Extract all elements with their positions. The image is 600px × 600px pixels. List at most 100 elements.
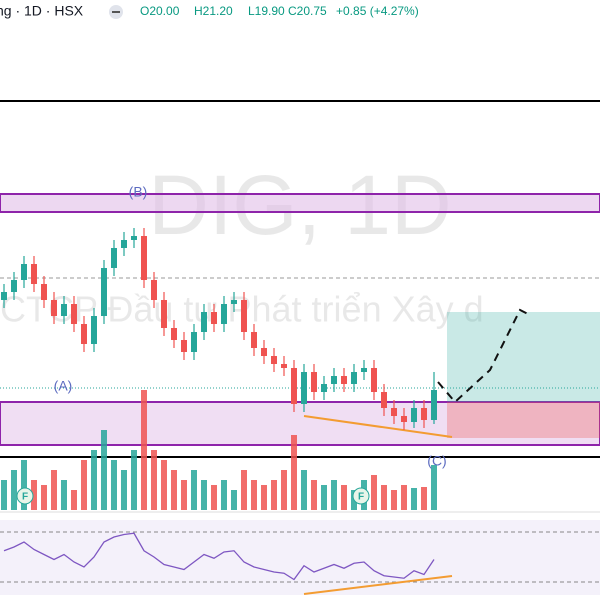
candle-body [361,368,367,372]
volume-bar [81,460,87,510]
candle-body [161,300,167,328]
volume-bar [231,490,237,510]
event-icon[interactable] [16,487,34,505]
candle-body [371,368,377,392]
volume-bar [311,480,317,510]
price-marks [1,228,437,581]
volume-bar [241,470,247,510]
volume-bar [31,480,37,510]
volume-bar [221,480,227,510]
header-bar [0,0,600,24]
volume-bar [181,480,187,510]
rsi-panel [0,520,600,595]
volume-bar [381,485,387,510]
candle-body [41,284,47,300]
volume-bar [41,485,47,510]
candle-body [421,408,427,420]
event-icon-label[interactable]: F [22,492,28,503]
candle-body [381,392,387,408]
event-icon-label[interactable]: F [358,492,364,503]
candle-body [321,384,327,392]
volume-bar [1,480,7,510]
candle-body [11,280,17,292]
candle-body [201,312,207,332]
candle-body [51,300,57,316]
rsi-divergence-line [303,575,453,595]
candle-body [191,332,197,352]
volume-bar [151,450,157,510]
candle-body [211,312,217,324]
volume-bar [91,450,97,510]
low-value: L19.90 [248,4,285,18]
candle-body [341,376,347,384]
volume-bar [331,480,337,510]
volume-bar [321,485,327,510]
volume-bar [171,470,177,510]
volume-bar [51,470,57,510]
candle-body [171,328,177,340]
candle-body [1,292,7,300]
volume-bar [201,480,207,510]
candle-body [311,372,317,392]
candle-body [281,364,287,368]
candle-body [221,304,227,324]
candle-body [181,340,187,352]
volume-bar [421,487,427,510]
candle-body [21,264,27,280]
forecast-path [437,308,529,404]
stop-zone [447,402,600,438]
wave-label: (B) [129,184,148,200]
volume-bar [121,470,127,510]
candle-body [271,356,277,364]
candle-body [141,236,147,280]
candle-body [31,264,37,284]
candle-body [391,408,397,416]
volume-bar [21,460,27,510]
event-icon[interactable] [352,487,370,505]
volume-bar [61,480,67,510]
wave-label: (C) [427,453,446,469]
candle-body [151,280,157,300]
candle-body [251,332,257,348]
volume-bar [411,488,417,510]
volume-bar [271,480,277,510]
volume-bar [101,430,107,510]
change-value: +0.85 (+4.27%) [336,4,419,18]
close-value: C20.75 [288,4,327,18]
candle-body [411,408,417,422]
candle-body [231,300,237,304]
volume-bar [71,490,77,510]
volume-bar [431,465,437,510]
candle-body [101,268,107,316]
rsi-line [3,532,435,581]
volume-bar [301,470,307,510]
candle-body [81,324,87,344]
volume-bar [141,390,147,510]
volume-bar [251,480,257,510]
volume-bar [371,475,377,510]
divergence-line [303,415,453,438]
candle-body [291,368,297,404]
candle-body [331,376,337,384]
candle-body [71,304,77,324]
candle-body [301,372,307,404]
open-value: O20.00 [140,4,180,18]
volume-bar [131,450,137,510]
volume-bar [341,485,347,510]
candle-body [351,372,357,384]
candle-body [121,240,127,248]
candle-body [261,348,267,356]
candle-body [431,390,437,420]
volume-bar [11,470,17,510]
wave-label: (A) [54,378,73,394]
candle-body [401,416,407,422]
volume-bar [291,435,297,510]
volume-bar [391,490,397,510]
volume-bar [111,460,117,510]
volume-bar [211,485,217,510]
candle-body [61,304,67,316]
high-value: H21.20 [194,4,233,18]
candle-body [91,316,97,344]
volume-bar [281,470,287,510]
